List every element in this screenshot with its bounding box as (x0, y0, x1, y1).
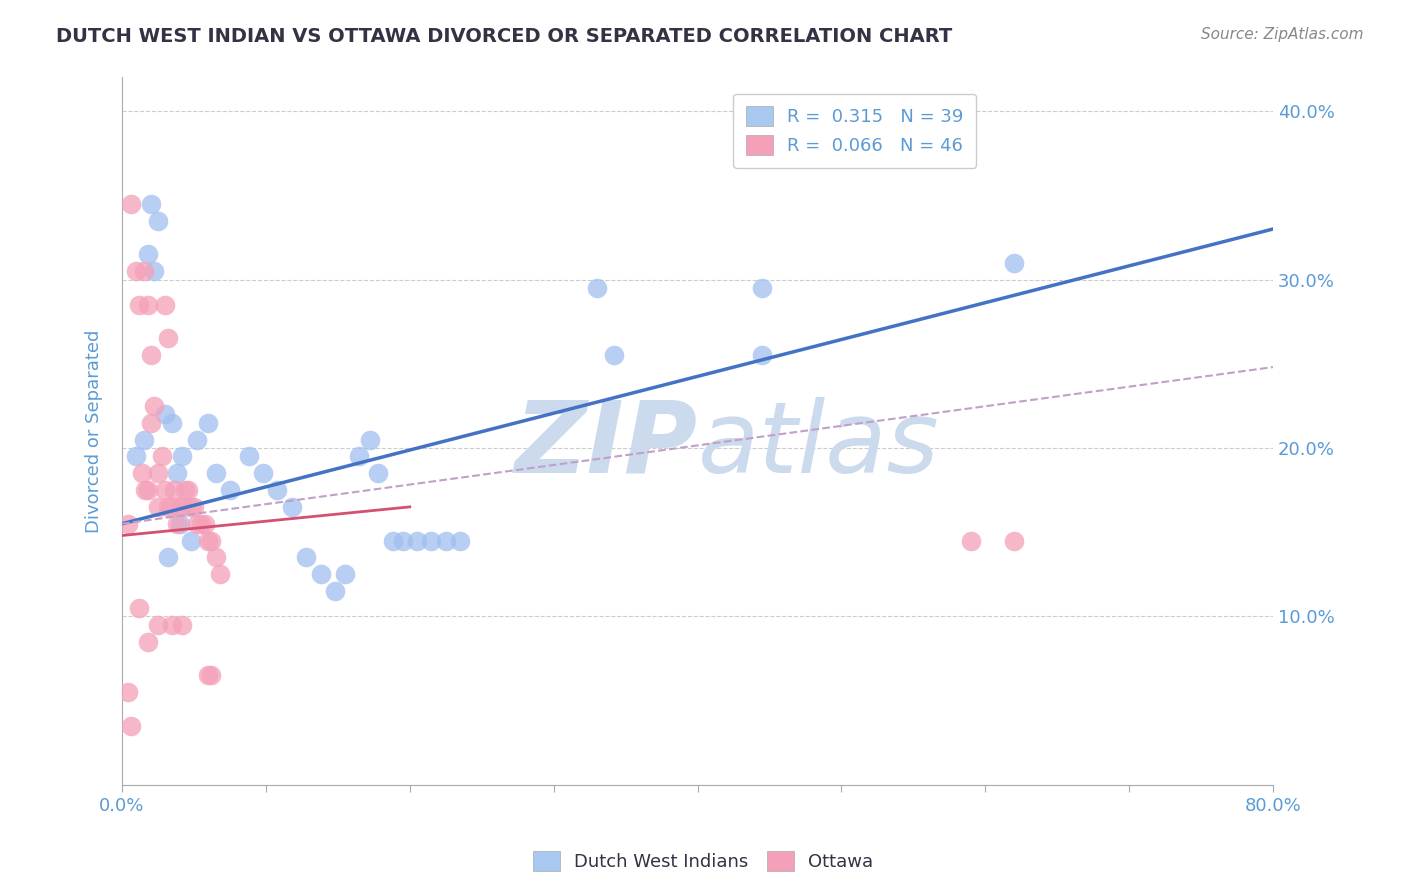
Point (238, 450, 260, 464)
Point (162, 416, 184, 430)
Point (266, 483, 288, 497)
Point (162, 617, 184, 632)
Point (166, 466, 188, 480)
Point (200, 533, 222, 548)
Text: DUTCH WEST INDIAN VS OTTAWA DIVORCED OR SEPARATED CORRELATION CHART: DUTCH WEST INDIAN VS OTTAWA DIVORCED OR … (56, 27, 952, 45)
Point (136, 247, 159, 261)
Point (132, 264, 155, 278)
Point (172, 617, 194, 632)
Point (146, 617, 169, 632)
Text: atlas: atlas (697, 397, 939, 494)
Point (125, 264, 148, 278)
Y-axis label: Divorced or Separated: Divorced or Separated (86, 329, 103, 533)
Point (204, 550, 226, 565)
Point (117, 685, 139, 699)
Legend: R =  0.315   N = 39, R =  0.066   N = 46: R = 0.315 N = 39, R = 0.066 N = 46 (733, 94, 976, 168)
Point (125, 450, 148, 464)
Point (208, 567, 231, 582)
Point (157, 331, 180, 345)
Point (200, 668, 222, 682)
Point (391, 533, 413, 548)
Point (295, 550, 318, 565)
Point (139, 348, 162, 362)
Text: Source: ZipAtlas.com: Source: ZipAtlas.com (1201, 27, 1364, 42)
Point (197, 533, 219, 548)
Point (333, 567, 356, 582)
Point (406, 533, 429, 548)
Point (136, 298, 159, 312)
Point (146, 213, 169, 227)
Point (172, 450, 194, 464)
Legend: Dutch West Indians, Ottawa: Dutch West Indians, Ottawa (526, 844, 880, 879)
Text: ZIP: ZIP (515, 397, 697, 494)
Point (204, 466, 226, 480)
Point (174, 483, 197, 497)
Point (172, 500, 194, 514)
Point (134, 483, 156, 497)
Point (142, 399, 165, 413)
Point (132, 433, 155, 447)
Point (177, 483, 200, 497)
Point (157, 550, 180, 565)
Point (150, 450, 173, 464)
Point (155, 407, 177, 421)
Point (751, 348, 773, 362)
Point (186, 516, 208, 531)
Point (169, 516, 191, 531)
Point (157, 500, 180, 514)
Point (180, 500, 202, 514)
Point (169, 500, 191, 514)
Point (359, 433, 381, 447)
Point (128, 298, 150, 312)
Point (120, 196, 142, 211)
Point (194, 516, 217, 531)
Point (751, 281, 773, 295)
Point (180, 533, 202, 548)
Point (252, 466, 274, 480)
Point (146, 500, 169, 514)
Point (155, 298, 177, 312)
Point (197, 416, 219, 430)
Point (585, 281, 607, 295)
Point (142, 264, 165, 278)
Point (449, 533, 471, 548)
Point (146, 466, 169, 480)
Point (603, 348, 626, 362)
Point (323, 584, 346, 599)
Point (155, 483, 177, 497)
Point (281, 500, 304, 514)
Point (367, 466, 389, 480)
Point (349, 450, 371, 464)
Point (309, 567, 332, 582)
Point (186, 433, 208, 447)
Point (1002, 533, 1025, 548)
Point (1002, 255, 1025, 269)
Point (960, 533, 983, 548)
Point (381, 533, 404, 548)
Point (197, 668, 219, 682)
Point (139, 196, 162, 211)
Point (190, 516, 212, 531)
Point (434, 533, 457, 548)
Point (120, 719, 142, 733)
Point (166, 516, 188, 531)
Point (136, 634, 159, 648)
Point (139, 416, 162, 430)
Point (219, 483, 242, 497)
Point (420, 533, 443, 548)
Point (131, 466, 153, 480)
Point (160, 500, 183, 514)
Point (117, 516, 139, 531)
Point (128, 601, 150, 615)
Point (183, 500, 205, 514)
Point (136, 483, 159, 497)
Point (163, 483, 186, 497)
